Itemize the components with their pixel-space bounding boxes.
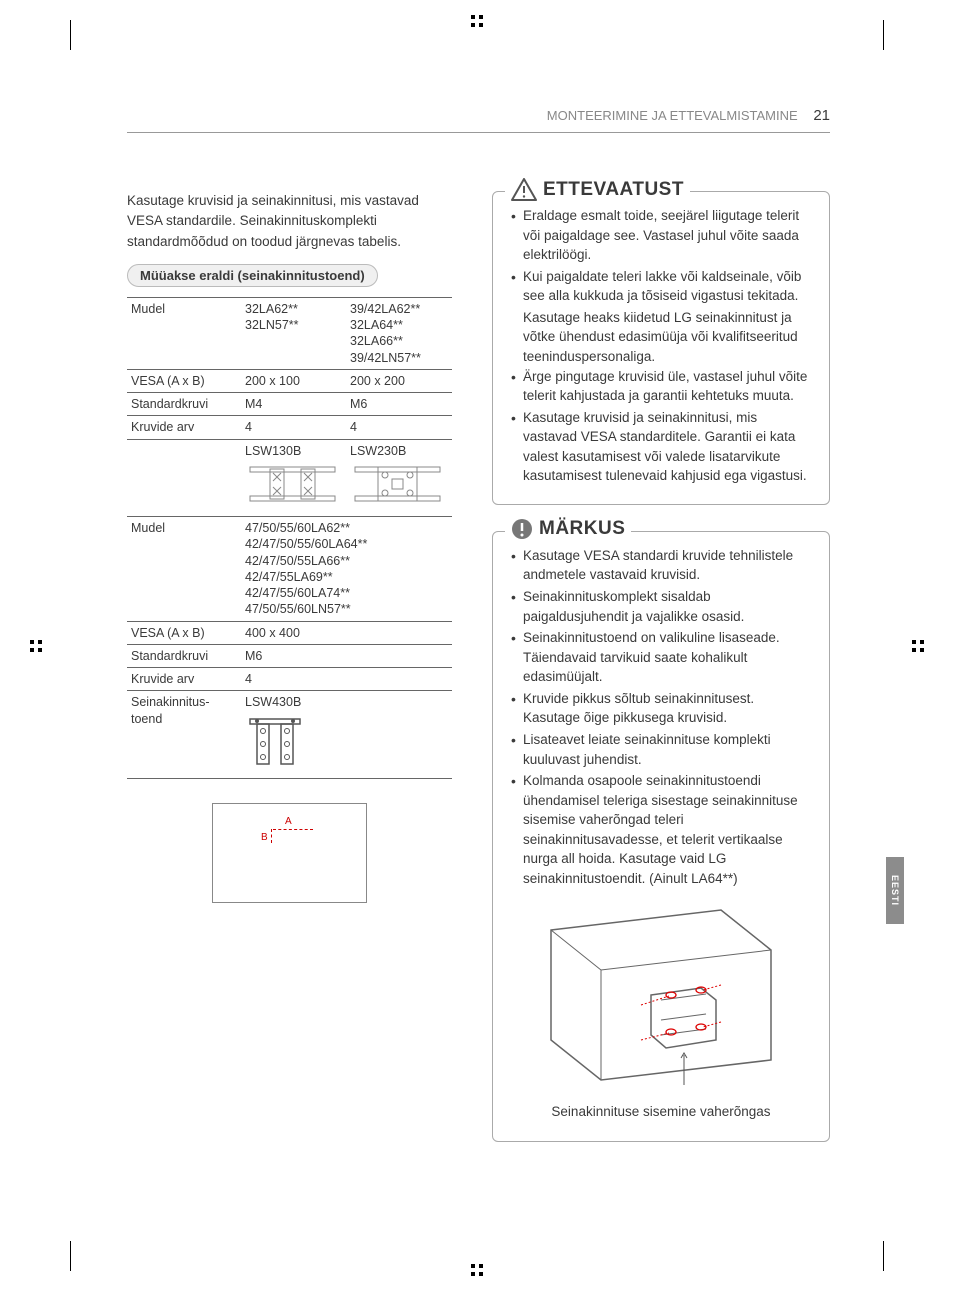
- list-item: Seinakinnituskomplekt sisaldab paigaldus…: [509, 587, 813, 626]
- list-item: Ärge pingutage kruvisid üle, vastasel ju…: [509, 367, 813, 406]
- corner-mark: [883, 20, 884, 50]
- corner-mark: [70, 20, 71, 50]
- spec-table-2: Mudel 47/50/55/60LA62** 42/47/50/55/60LA…: [127, 516, 452, 779]
- language-tab: EESTI: [886, 857, 904, 924]
- table-cell: 200 x 100: [241, 369, 346, 392]
- bracket-model: LSW430B: [245, 695, 301, 709]
- table-cell: LSW430B: [241, 691, 452, 779]
- illustration-caption: Seinakinnituse sisemine vaherõngas: [509, 1104, 813, 1119]
- table-cell: 47/50/55/60LA62** 42/47/50/55/60LA64** 4…: [241, 517, 452, 622]
- caution-box: ETTEVAATUST Eraldage esmalt toide, seejä…: [492, 191, 830, 505]
- list-item: Kui paigaldate teleri lakke või kaldsein…: [509, 267, 813, 306]
- crop-mark: [30, 640, 42, 652]
- list-item: Kasutage VESA standardi kruvide tehnilis…: [509, 546, 813, 585]
- table-cell: 200 x 200: [346, 369, 452, 392]
- dimension-line: [273, 829, 313, 830]
- list-item: Kruvide pikkus sõltub seinakinnitusest. …: [509, 689, 813, 728]
- table-cell: 4: [346, 416, 452, 439]
- table-cell: LSW230B: [346, 439, 452, 517]
- crop-mark: [471, 1264, 483, 1276]
- vesa-diagram: A B: [212, 803, 367, 903]
- corner-mark: [883, 1241, 884, 1271]
- table-cell: Kruvide arv: [127, 668, 241, 691]
- corner-mark: [70, 1241, 71, 1271]
- table-cell: M6: [346, 393, 452, 416]
- section-title: MONTEERIMINE JA ETTEVALMISTAMINE: [547, 108, 798, 123]
- bracket-icon: [350, 459, 445, 509]
- table-cell: 400 x 400: [241, 621, 452, 644]
- list-item: Eraldage esmalt toide, seejärel liigutag…: [509, 206, 813, 265]
- table-cell: LSW130B: [241, 439, 346, 517]
- table-cell: VESA (A x B): [127, 621, 241, 644]
- table-cell: Mudel: [127, 297, 241, 369]
- table-cell: 4: [241, 668, 452, 691]
- page-number: 21: [813, 107, 830, 124]
- table-cell: [127, 439, 241, 517]
- dimension-label-b: B: [261, 832, 268, 843]
- bracket-icon: [245, 711, 305, 771]
- list-item: Seinakinnitustoend on valikuline lisasea…: [509, 628, 813, 687]
- list-item: Kasutage kruvisid ja seinakinnitusi, mis…: [509, 408, 813, 486]
- caution-title: ETTEVAATUST: [543, 179, 684, 201]
- table-cell: M4: [241, 393, 346, 416]
- intro-text: Kasutage kruvisid ja seinakinnitusi, mis…: [127, 191, 452, 252]
- table-cell: VESA (A x B): [127, 369, 241, 392]
- sold-separately-label: Müüakse eraldi (seinakinnitustoend): [127, 264, 378, 287]
- table-cell: 39/42LA62** 32LA64** 32LA66** 39/42LN57*…: [346, 297, 452, 369]
- caution-icon: [511, 178, 537, 201]
- dimension-line: [271, 829, 272, 843]
- bracket-model: LSW230B: [350, 444, 406, 458]
- page-header: MONTEERIMINE JA ETTEVALMISTAMINE 21: [127, 107, 830, 133]
- spec-table-1: Mudel 32LA62** 32LN57** 39/42LA62** 32LA…: [127, 297, 452, 517]
- note-icon: [511, 518, 533, 540]
- table-cell: Kruvide arv: [127, 416, 241, 439]
- table-cell: Standardkruvi: [127, 644, 241, 667]
- table-cell: Seinakinnitus-toend: [127, 691, 241, 779]
- table-cell: 4: [241, 416, 346, 439]
- table-cell: 32LA62** 32LN57**: [241, 297, 346, 369]
- dimension-label-a: A: [285, 816, 292, 827]
- table-cell: Standardkruvi: [127, 393, 241, 416]
- note-title: MÄRKUS: [539, 518, 625, 540]
- sub-paragraph: Kasutage heaks kiidetud LG seinakinnitus…: [509, 308, 813, 367]
- bracket-model: LSW130B: [245, 444, 301, 458]
- table-cell: Mudel: [127, 517, 241, 622]
- crop-mark: [471, 15, 483, 27]
- tv-mount-illustration: [521, 900, 801, 1090]
- list-item: Lisateavet leiate seinakinnituse komplek…: [509, 730, 813, 769]
- list-item: Kolmanda osapoole seinakinnitustoendi üh…: [509, 771, 813, 888]
- crop-mark: [912, 640, 924, 652]
- bracket-icon: [245, 459, 340, 509]
- table-cell: M6: [241, 644, 452, 667]
- note-box: MÄRKUS Kasutage VESA standardi kruvide t…: [492, 531, 830, 1143]
